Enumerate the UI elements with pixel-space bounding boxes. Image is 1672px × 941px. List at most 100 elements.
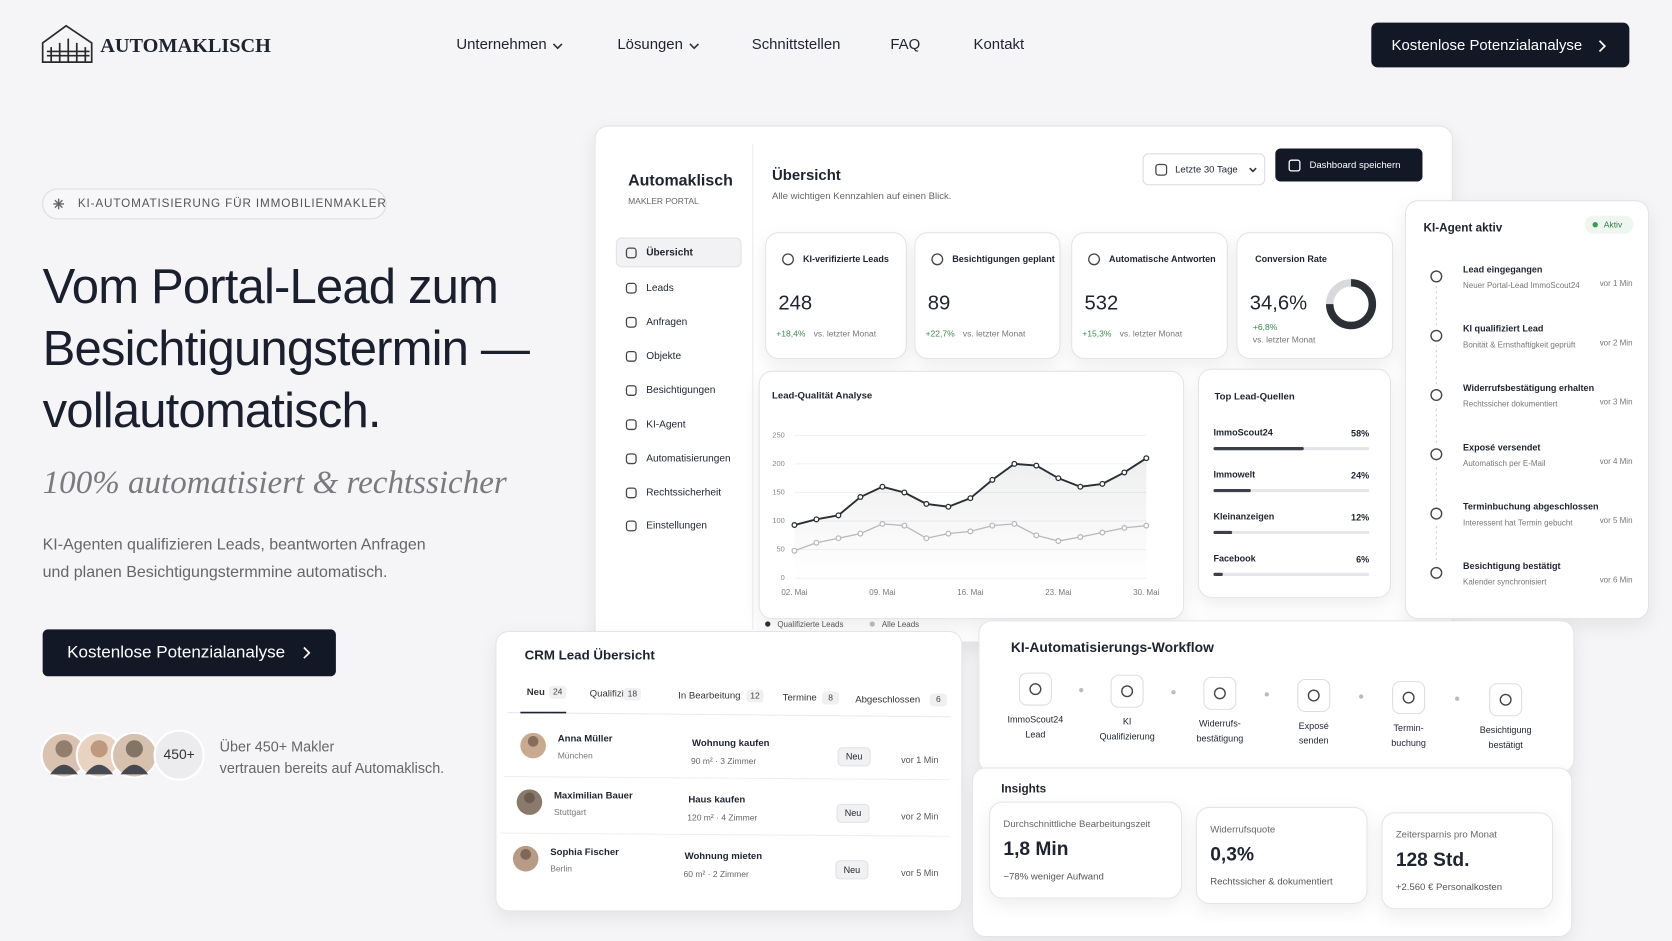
header-cta-button[interactable] [1371, 22, 1630, 68]
save-button[interactable] [1275, 148, 1423, 182]
workflow-step-icon [1213, 687, 1226, 700]
event-time: vor 6 Min [1600, 575, 1633, 584]
hero-title-line: vollautomatisch. [43, 384, 381, 438]
avatar-body [85, 764, 114, 775]
sidebar-icon [625, 453, 637, 465]
nav-chevron [552, 43, 563, 50]
sidebar-link[interactable]: Übersicht [646, 246, 693, 259]
event-detail: Neuer Portal-Lead ImmoScout24 [1463, 281, 1580, 290]
series-point [1033, 462, 1040, 469]
nav-link[interactable]: Unternehmen [456, 36, 546, 53]
series-point [923, 535, 930, 542]
calendar-icon [1155, 163, 1168, 176]
sidebar-link[interactable]: Objekte [646, 351, 681, 362]
nav-link[interactable]: FAQ [890, 36, 920, 53]
logo-text: AUTOMAKLISCH [100, 35, 271, 57]
lead-time: vor 5 Min [901, 868, 938, 878]
tab-count-bg [549, 685, 567, 699]
insight-card [1381, 812, 1554, 910]
lead-avatar-head [520, 849, 532, 860]
insight-value: 0,3% [1210, 845, 1254, 866]
series-point [813, 516, 820, 523]
series-point [1055, 538, 1062, 545]
lead-status: Neu [845, 808, 862, 818]
workflow-step-box [1489, 683, 1523, 717]
sidebar-link[interactable]: Anfragen [646, 317, 687, 328]
tab-count-bg [822, 691, 840, 705]
event-time: vor 1 Min [1600, 279, 1633, 288]
hero-cta-button[interactable] [42, 629, 336, 677]
kpi-label: Besichtigungen geplant [952, 254, 1055, 264]
status-dot [1592, 222, 1598, 228]
dashboard-title: Übersicht [772, 167, 841, 184]
sidebar-link[interactable]: Rechtssicherheit [646, 488, 721, 499]
crm-tab[interactable]: Neu [527, 687, 545, 698]
y-tick-label: 100 [772, 516, 784, 525]
crm-tab[interactable]: Abgeschlossen [855, 695, 920, 706]
event-icon-bg [1426, 266, 1446, 287]
sidebar-icon [625, 419, 637, 431]
source-track [1213, 488, 1370, 493]
crm-tab[interactable]: In Bearbeitung [678, 691, 740, 702]
series-point [1099, 480, 1106, 487]
kpi-icon [782, 253, 794, 266]
sidebar-icon [625, 487, 637, 499]
series-point [967, 528, 974, 535]
event-title: Besichtigung bestätigt [1463, 561, 1561, 571]
event-icon [1430, 507, 1443, 520]
nav-link[interactable]: Kontakt [974, 36, 1025, 53]
hero-tagline: 100% automatisiert & rechtssicher [43, 465, 507, 501]
hero-badge-label: KI-AUTOMATISIERUNG FÜR IMMOBILIENMAKLER [78, 197, 387, 210]
kpi-icon [931, 253, 944, 266]
y-tick-label: 150 [772, 487, 784, 496]
agent-status: Aktiv [1604, 219, 1623, 229]
sidebar-icon [625, 385, 637, 396]
source-name: Immowelt [1213, 469, 1255, 479]
sidebar-active [615, 237, 742, 268]
tab-count: 12 [750, 690, 760, 700]
workflow-step-label: Widerrufs- [1199, 719, 1241, 729]
status-badge [836, 803, 870, 823]
series-point [1121, 524, 1128, 531]
kpi-value: 532 [1084, 293, 1118, 315]
insight-value: 1,8 Min [1003, 839, 1068, 860]
series-point [835, 535, 842, 542]
workflow-connector [1264, 692, 1269, 697]
crm-tab[interactable]: Qualifiziert [590, 689, 636, 700]
lead-city: München [558, 751, 593, 761]
series-point [879, 520, 886, 527]
sidebar-link[interactable]: Einstellungen [646, 521, 707, 532]
sidebar-icon [625, 247, 637, 259]
sidebar-link[interactable]: KI-Agent [646, 419, 686, 430]
tab-count: 8 [828, 692, 833, 702]
workflow-step-box [1018, 672, 1052, 706]
sidebar-link[interactable]: Leads [646, 283, 674, 294]
lead-details: 60 m² · 2 Zimmer [684, 869, 749, 879]
event-detail: Automatisch per E-Mail [1463, 459, 1546, 468]
event-time: vor 3 Min [1600, 398, 1633, 407]
source-name: Kleinanzeigen [1213, 511, 1274, 521]
source-track [1213, 530, 1370, 535]
y-tick-label: 200 [772, 459, 784, 468]
sidebar-link[interactable]: Besichtigungen [646, 385, 715, 396]
event-title: Terminbuchung abgeschlossen [1463, 502, 1599, 512]
agent-title: KI-Agent aktiv [1424, 222, 1503, 235]
x-tick-label: 02. Mai [781, 588, 807, 597]
dashboard-brand-sub: MAKLER PORTAL [628, 196, 699, 206]
crm-tab[interactable]: Termine [783, 693, 817, 704]
nav-link[interactable]: Lösungen [617, 36, 682, 53]
kpi-label: Automatische Antworten [1109, 254, 1216, 264]
series-point [813, 539, 820, 546]
lead-type: Wohnung kaufen [692, 738, 770, 749]
date-filter[interactable] [1142, 153, 1266, 186]
workflow-step-label: Lead [1025, 729, 1045, 739]
sidebar-link[interactable]: Automatisierungen [646, 453, 730, 464]
sidebar-icon [625, 520, 637, 532]
kpi-value: 248 [778, 293, 812, 315]
nav-link[interactable]: Schnittstellen [752, 36, 841, 53]
source-share: 58% [1351, 429, 1369, 439]
badge-star [53, 198, 64, 210]
dashboard-subtitle: Alle wichtigen Kennzahlen auf einen Blic… [772, 191, 951, 202]
sources-panel [1198, 368, 1392, 598]
event-icon [1430, 448, 1443, 461]
